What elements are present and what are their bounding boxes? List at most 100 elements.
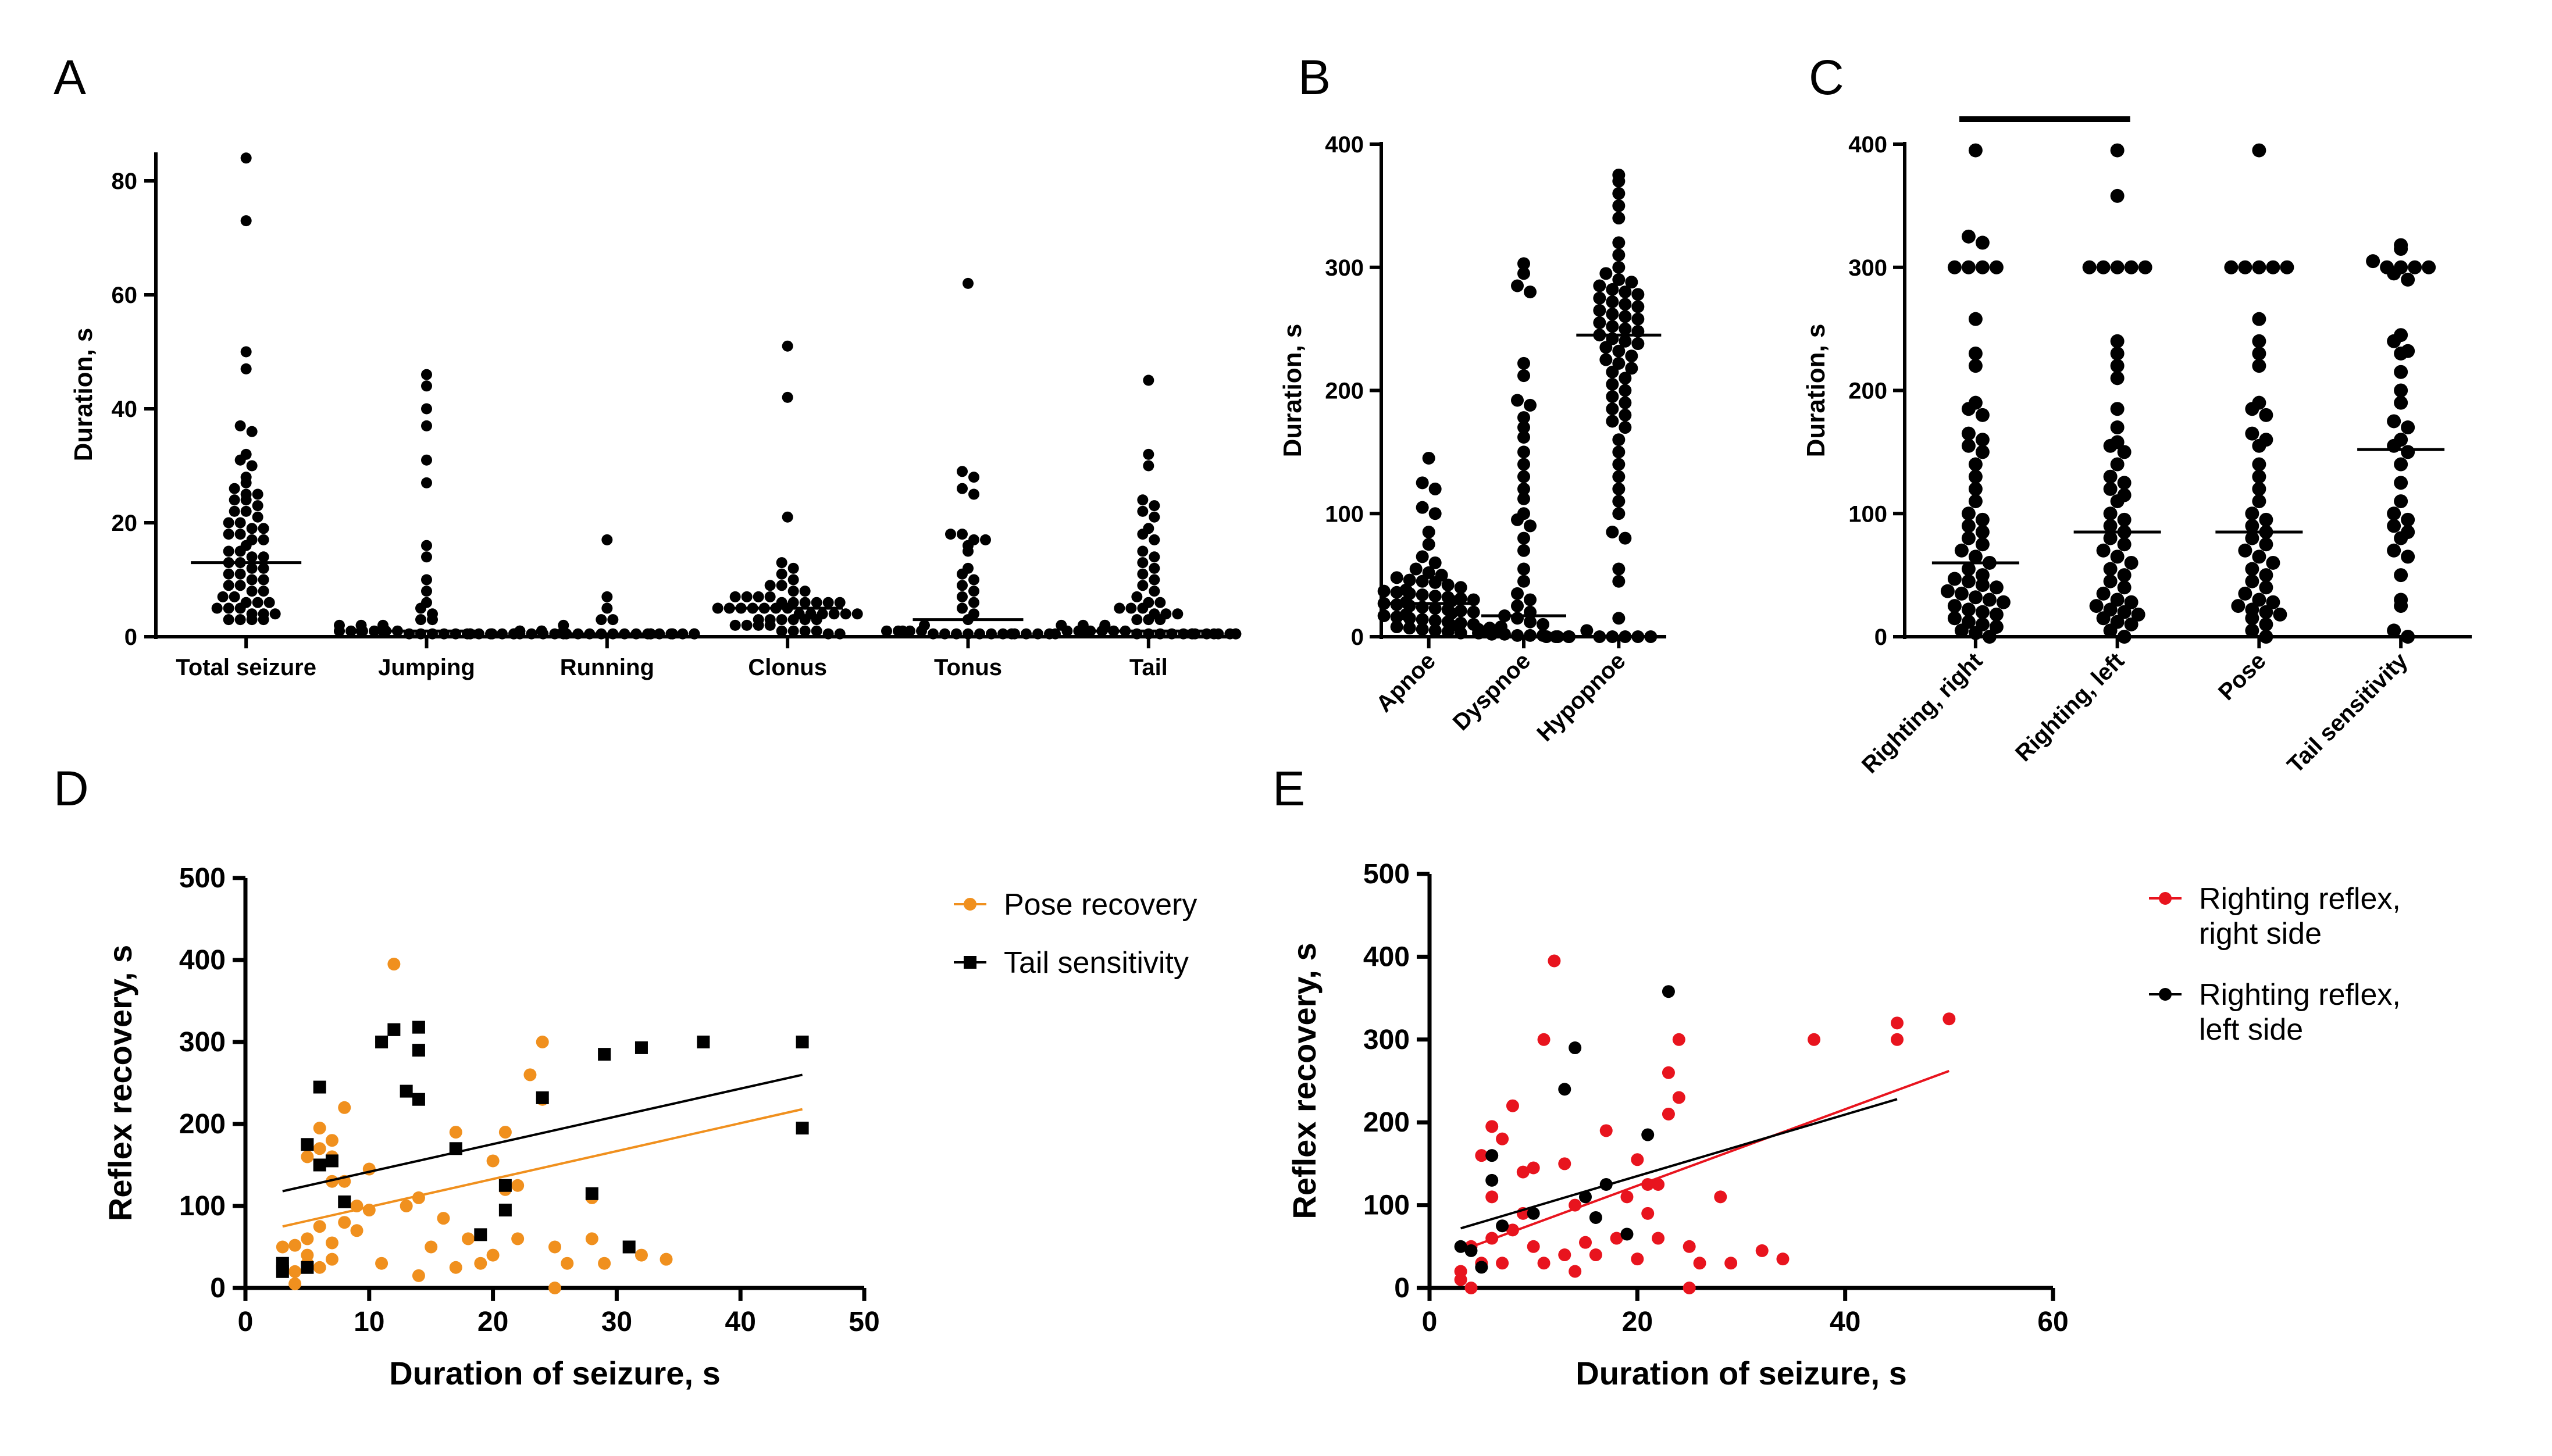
b-point-apnoe (1428, 624, 1442, 637)
c-point-pose (2245, 402, 2259, 416)
d-point-pose-recovery (313, 1220, 326, 1233)
b-point-dyspnoe (1511, 394, 1524, 407)
e-point-righting-reflex-right-side (1569, 1265, 1582, 1278)
e-point-righting-reflex-right-side (1579, 1236, 1592, 1249)
a-point-tonus (957, 483, 968, 494)
c-point-tail-sensitivity (2394, 568, 2408, 583)
e-point-righting-reflex-right-side (1454, 1273, 1467, 1286)
a-point-clonus (753, 619, 764, 631)
b-point-hypopnoe (1625, 276, 1638, 289)
c-point-righting-left (2117, 445, 2132, 459)
a-point-total-seizure (240, 215, 252, 227)
a-point-tonus (963, 277, 974, 289)
d-point-pose-recovery (301, 1232, 314, 1246)
e-point-righting-reflex-right-side (1714, 1190, 1727, 1204)
d-point-pose-recovery (350, 1224, 363, 1237)
a-point-tonus (939, 628, 950, 640)
a-point-total-seizure (240, 363, 252, 374)
c-point-righting-right (1975, 260, 1990, 274)
a-point-total-seizure (258, 551, 269, 563)
b-point-dyspnoe (1517, 267, 1530, 280)
c-point-righting-right (1954, 543, 1969, 558)
d-point-tail-sensitivity (498, 1204, 512, 1217)
a-point-tail (1149, 562, 1160, 574)
d-point-pose-recovery (276, 1240, 289, 1254)
a-point-jumping (421, 380, 432, 392)
b-point-hypopnoe (1612, 187, 1626, 200)
b-point-hypopnoe (1619, 372, 1632, 385)
a-point-tonus (916, 625, 927, 637)
c-point-righting-right (1975, 408, 1990, 422)
e-legend-label-righting-reflex-left-side: Righting reflex, left side (2199, 978, 2401, 1047)
e-point-righting-reflex-right-side (1496, 1132, 1509, 1145)
c-point-pose (2238, 260, 2252, 274)
e-point-righting-reflex-right-side (1558, 1157, 1571, 1170)
a-point-clonus (799, 614, 811, 626)
b-point-hypopnoe (1599, 267, 1613, 280)
a-point-clonus (811, 614, 822, 626)
a-point-clonus (782, 340, 793, 352)
a-point-total-seizure (246, 586, 258, 597)
c-point-tail-sensitivity (2394, 241, 2408, 256)
c-point-righting-right (1940, 584, 1955, 598)
e-y-tick-label: 0 (1394, 1273, 1410, 1304)
b-point-dyspnoe (1473, 626, 1485, 640)
e-y-tick-label: 100 (1363, 1190, 1410, 1221)
a-point-total-seizure (258, 562, 269, 574)
a-point-tonus (968, 586, 979, 597)
a-point-running (677, 628, 689, 640)
b-point-apnoe (1422, 451, 1435, 465)
b-point-dyspnoe (1517, 369, 1530, 383)
d-legend-marker-tail-sensitivity (964, 956, 976, 969)
c-point-righting-right (1975, 537, 1990, 552)
b-point-dyspnoe (1517, 482, 1530, 495)
a-point-total-seizure (252, 500, 263, 512)
b-point-hypopnoe (1593, 304, 1606, 317)
b-point-hypopnoe (1619, 334, 1632, 348)
b-y-tick-label: 100 (1325, 501, 1364, 527)
b-point-hypopnoe (1580, 624, 1594, 637)
d-point-tail-sensitivity (412, 1093, 425, 1106)
e-point-righting-reflex-right-side (1776, 1252, 1790, 1266)
e-point-righting-reflex-right-side (1808, 1033, 1821, 1046)
b-point-apnoe (1428, 556, 1442, 569)
b-point-hypopnoe (1593, 630, 1606, 643)
a-point-tonus (1006, 628, 1017, 640)
a-point-jumping (357, 625, 368, 637)
b-point-hypopnoe (1606, 390, 1619, 404)
c-point-pose (2245, 574, 2259, 588)
b-point-dyspnoe (1517, 430, 1530, 444)
b-point-hypopnoe (1619, 531, 1632, 545)
a-point-total-seizure (246, 426, 258, 437)
c-point-righting-left (2096, 543, 2111, 558)
a-point-clonus (787, 625, 799, 637)
c-point-pose (2252, 469, 2266, 484)
c-point-righting-left (2103, 519, 2118, 533)
c-point-pose (2266, 555, 2280, 570)
b-point-apnoe (1428, 602, 1442, 615)
c-point-righting-right (1947, 260, 1962, 274)
b-point-hypopnoe (1612, 562, 1626, 576)
a-point-running (526, 628, 537, 640)
c-point-tail-sensitivity (2387, 623, 2401, 638)
c-point-righting-right (1968, 469, 1983, 484)
b-point-hypopnoe (1619, 298, 1632, 311)
c-point-righting-right (1975, 525, 1990, 540)
a-point-running (601, 591, 613, 602)
a-point-clonus (776, 557, 787, 569)
a-point-total-seizure (234, 529, 246, 540)
d-point-tail-sensitivity (585, 1187, 598, 1200)
d-point-tail-sensitivity (474, 1228, 487, 1241)
d-legend-label-pose-recovery: Pose recovery (1004, 888, 1197, 922)
e-point-righting-reflex-right-side (1942, 1012, 1956, 1026)
b-point-apnoe (1416, 501, 1429, 514)
a-point-tail (1131, 614, 1143, 626)
c-point-righting-right (1968, 457, 1983, 472)
c-point-tail-sensitivity (2394, 476, 2408, 490)
b-point-hypopnoe (1625, 362, 1638, 375)
e-y-tick-label: 400 (1363, 941, 1410, 972)
a-point-total-seizure (223, 545, 234, 557)
b-point-hypopnoe (1606, 295, 1619, 309)
b-y-tick-label: 300 (1325, 255, 1364, 281)
a-point-total-seizure (229, 591, 240, 602)
